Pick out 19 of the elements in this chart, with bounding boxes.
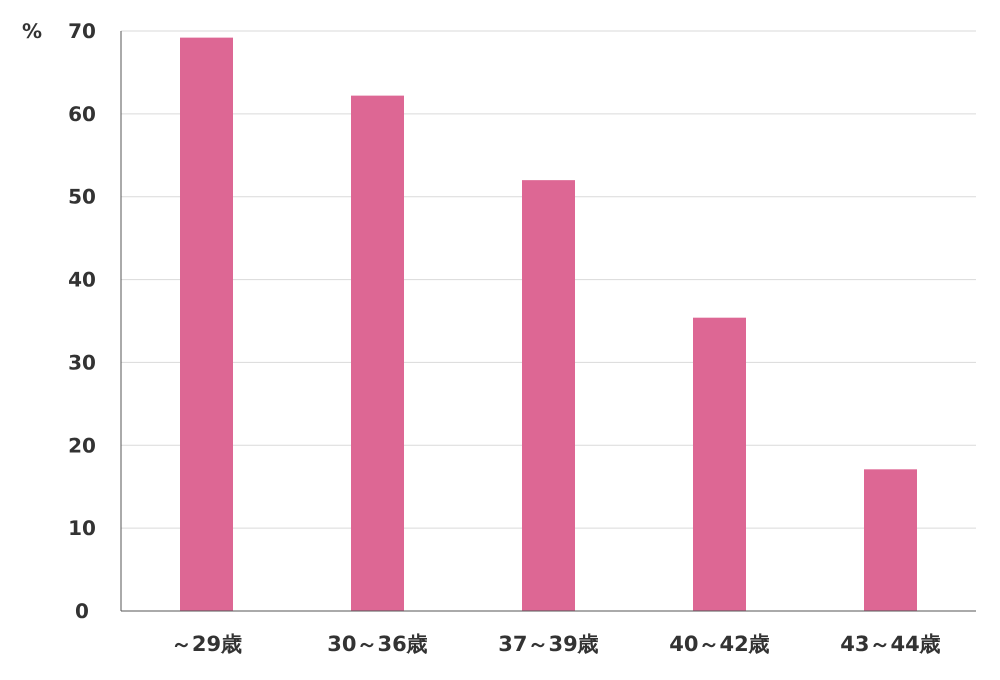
bar	[180, 38, 233, 611]
x-tick-label: ～29歳	[170, 632, 242, 656]
y-tick-label: 30	[68, 350, 96, 374]
bar	[522, 180, 575, 611]
x-tick-label: 40～42歳	[669, 632, 770, 656]
y-tick-label: 40	[68, 268, 96, 292]
bar	[351, 96, 404, 611]
y-tick-label: 70	[68, 19, 96, 43]
y-tick-label: 50	[68, 184, 96, 209]
y-axis-title: %	[22, 19, 42, 43]
y-tick-label: 20	[68, 433, 96, 458]
y-tick-label: 10	[68, 516, 96, 540]
x-tick-label: 43～44歳	[840, 632, 941, 656]
bar	[864, 469, 917, 611]
x-tick-label: 37～39歳	[498, 632, 599, 656]
bar	[693, 318, 746, 611]
x-tick-label: 30～36歳	[327, 632, 428, 656]
y-tick-label: 60	[68, 102, 96, 126]
y-tick-label: 0	[75, 599, 89, 623]
